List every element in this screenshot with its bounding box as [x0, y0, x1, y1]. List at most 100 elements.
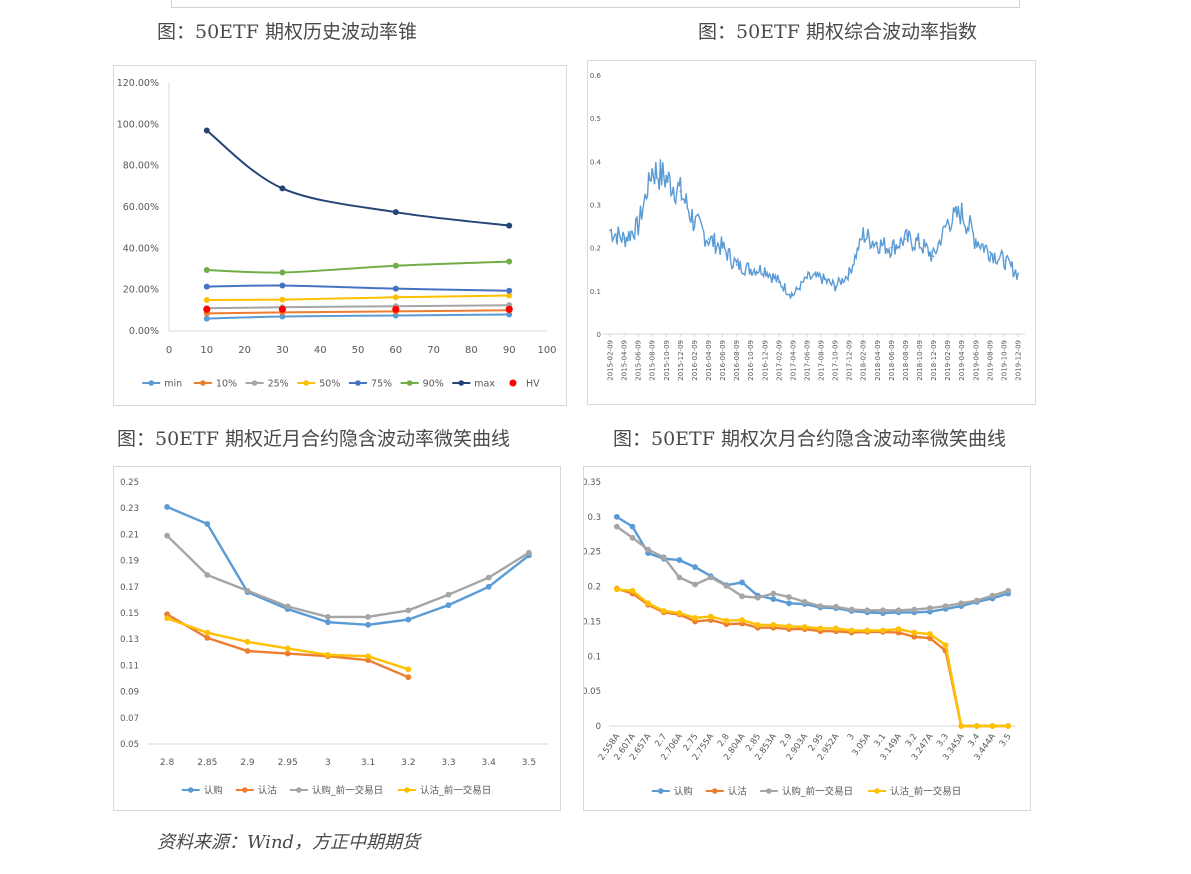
data-point-认购	[445, 602, 452, 609]
data-point-认购_前一交易日	[284, 603, 291, 610]
y-tick-label: 0.35	[584, 478, 601, 488]
x-tick-label: 20	[238, 345, 251, 356]
x-tick-label: 2019-12-09	[1014, 340, 1022, 381]
data-point	[946, 220, 949, 223]
data-point-认沽_前一交易日	[629, 587, 636, 594]
data-point-认沽_前一交易日	[284, 645, 291, 652]
data-point-认购_前一交易日	[864, 607, 871, 614]
data-point-认购_前一交易日	[770, 590, 777, 597]
data-point	[820, 276, 822, 279]
x-tick-label: 2.9	[240, 758, 255, 768]
x-tick-label: 100	[537, 345, 556, 356]
legend-label: 认沽_前一交易日	[420, 785, 491, 797]
data-point-认购_前一交易日	[707, 574, 714, 581]
legend-swatch-marker	[766, 788, 772, 794]
data-point-认购_前一交易日	[895, 607, 902, 614]
x-tick-label: 2016-10-09	[747, 340, 755, 381]
series-line-min	[206, 313, 510, 320]
data-point-认购	[676, 557, 683, 563]
x-tick-label: 2019-06-09	[972, 340, 980, 381]
legend-label: min	[164, 379, 182, 390]
legend-label: 10%	[216, 379, 237, 390]
data-point-认购_前一交易日	[911, 606, 918, 613]
data-point-认购	[613, 513, 620, 520]
near-smile-chart: 0.05 0.07 0.09 0.11 0.13 0.15 0.17 0.19 0.21 0.23…	[120, 478, 549, 797]
data-point	[1003, 259, 1005, 262]
data-point	[721, 246, 724, 249]
data-point-认购	[164, 503, 170, 510]
data-point-认沽_前一交易日	[911, 629, 918, 636]
legend-label: 认购_前一交易日	[782, 786, 853, 798]
legend: 认购 认沽 认购_前一交易日 认沽_前一交易日	[181, 785, 491, 797]
data-point	[679, 190, 682, 193]
data-point-认沽	[284, 650, 291, 657]
data-point-max	[203, 127, 210, 134]
x-tick-label: 3.5	[998, 732, 1014, 749]
caption-vix: 图：50ETF 期权综合波动率指数	[698, 21, 977, 43]
data-point-认沽_前一交易日	[942, 642, 949, 649]
data-point-认沽_前一交易日	[973, 723, 980, 729]
x-tick-label: 2018-04-09	[874, 340, 882, 381]
data-point-认沽_前一交易日	[707, 613, 714, 620]
data-point	[876, 242, 879, 245]
data-point	[806, 276, 808, 279]
x-tick-label: 2017-06-09	[803, 340, 811, 381]
data-point-认沽_前一交易日	[989, 723, 996, 729]
legend-swatch-marker	[509, 379, 517, 387]
data-point-认购	[485, 583, 492, 590]
data-point-90%	[392, 262, 399, 269]
legend-swatch-marker	[404, 787, 410, 793]
legend-label: 认沽	[728, 786, 748, 798]
y-tick-label: 120.00%	[117, 78, 159, 89]
data-point-认购	[405, 616, 412, 623]
data-point	[918, 242, 921, 245]
data-point-min	[203, 315, 210, 322]
data-point-认购_前一交易日	[660, 554, 667, 561]
x-tick-label: 90	[503, 345, 516, 356]
x-tick-label: 2018-10-09	[916, 340, 924, 381]
data-point-认沽_前一交易日	[405, 666, 412, 673]
data-point-认购_前一交易日	[485, 574, 492, 581]
data-point-50%	[203, 297, 210, 303]
data-point	[777, 281, 780, 284]
data-point	[623, 238, 625, 240]
data-point	[848, 272, 851, 275]
y-tick-label: 0.3	[587, 513, 601, 523]
x-tick-label: 2017-02-09	[775, 340, 783, 381]
data-point-认购_前一交易日	[613, 523, 620, 530]
top-frame	[171, 0, 1020, 8]
data-point-50%	[392, 294, 399, 301]
x-tick-label: 3.5	[522, 758, 536, 768]
data-point-90%	[506, 258, 513, 265]
x-tick-label: 2016-06-09	[719, 340, 727, 381]
y-tick-label: 0.05	[584, 687, 601, 697]
data-point-90%	[203, 267, 210, 274]
chart-panel-hv-cone: 0.00% 20.00% 40.00% 60.00% 80.00% 100.00% 120.…	[113, 65, 567, 406]
series-line-50%	[206, 294, 510, 301]
data-point-认沽_前一交易日	[754, 622, 761, 628]
data-point	[749, 268, 752, 271]
data-point	[890, 246, 893, 249]
y-tick-label: 0.5	[590, 115, 601, 123]
caption-near-smile: 图：50ETF 期权近月合约隐含波动率微笑曲线	[117, 428, 510, 450]
x-tick-label: 2019-08-09	[986, 340, 994, 381]
legend-label: 认购_前一交易日	[312, 785, 383, 797]
data-point	[637, 225, 640, 227]
y-tick-label: 0.21	[120, 530, 139, 540]
x-tick-label: 80	[465, 345, 478, 356]
data-point-认沽_前一交易日	[786, 623, 792, 630]
data-point-认沽_前一交易日	[365, 653, 371, 660]
data-point	[974, 238, 977, 240]
x-tick-label: 2015-06-09	[635, 340, 643, 381]
data-point-HV	[392, 305, 400, 313]
legend-swatch-marker	[355, 380, 361, 386]
data-point-认购_前一交易日	[365, 614, 371, 620]
legend-label: 90%	[423, 379, 444, 390]
legend-swatch-marker	[712, 788, 718, 794]
data-point	[904, 238, 907, 240]
data-point-HV	[278, 305, 286, 313]
data-point-认购_前一交易日	[325, 614, 331, 620]
data-point-HV	[203, 305, 211, 313]
x-tick-label: 3.4	[482, 758, 497, 768]
data-point	[834, 285, 836, 288]
